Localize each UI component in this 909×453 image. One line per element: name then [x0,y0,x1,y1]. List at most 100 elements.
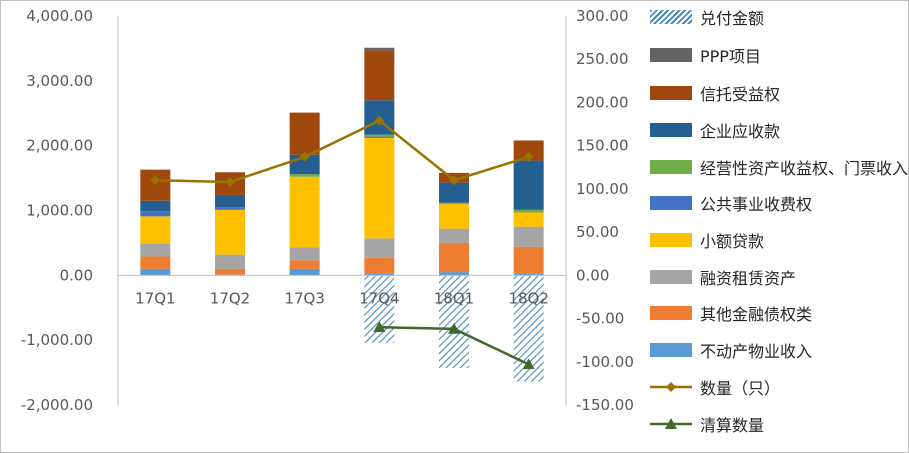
legend-label: 清算数量 [700,416,765,435]
bar-segment-18Q1-1 [439,242,469,273]
left-tick-label: -1,000.00 [21,331,93,349]
legend-item: 兑付金额 [650,7,765,28]
legend-label: 其他金融债权类 [700,305,813,324]
legend-item: 信托受益权 [650,83,781,104]
legend-item: PPP项目 [650,45,761,66]
marker-diamond [225,176,235,187]
category-label-18Q2: 18Q2 [508,289,548,307]
bar-segment-18Q2-1 [513,246,544,274]
bar-segment-17Q3-5 [289,174,320,177]
bar-segment-17Q2-4 [215,207,245,210]
legend-label: 小额贷款 [700,232,765,251]
bar-segment-17Q1-0 [140,268,171,276]
bar-segment-17Q2-6 [215,194,245,208]
left-tick-label: -2,000.00 [21,396,93,414]
legend-item: 其他金融债权类 [650,303,813,324]
legend-label: 经营性资产收益权、门票收入 [700,159,909,178]
legend-swatch [650,233,692,247]
bar-negative-17Q4 [364,275,395,343]
marker-diamond [150,175,161,186]
bar-segment-17Q1-1 [140,256,171,269]
legend-swatch [650,343,692,357]
category-label-17Q3: 17Q3 [284,289,324,307]
right-tick-label: 100.00 [576,180,629,198]
bar-segment-18Q2-0 [513,273,544,276]
bar-segment-18Q2-7 [513,140,544,161]
legend-item: 公共事业收费权 [650,193,813,214]
legend-label: 公共事业收费权 [700,195,813,214]
bar-segment-17Q1-2 [140,243,171,257]
bar-segment-18Q1-5 [439,202,469,205]
marker-diamond [374,115,385,126]
bar-segment-17Q1-4 [140,211,171,217]
legend-label: PPP项目 [700,47,761,66]
category-label-18Q1: 18Q1 [434,289,474,307]
bar-segment-18Q2-6 [513,160,544,210]
legend-swatch [650,48,692,62]
bar-segment-18Q2-5 [513,209,544,213]
right-tick-label: -100.00 [576,353,634,371]
bar-segment-17Q4-3 [364,137,395,239]
line-series-0 [155,119,530,184]
category-label-17Q2: 17Q2 [210,289,250,307]
bar-segment-17Q3-7 [289,112,320,155]
bar-segment-17Q2-3 [215,209,245,255]
marker-triangle [448,322,460,334]
bar-segment-17Q3-0 [289,268,320,276]
legend-swatch [650,10,692,24]
legend-label: 兑付金额 [700,9,765,28]
legend-item: 清算数量 [650,414,765,435]
legend-swatch [650,270,692,284]
bar-segment-17Q1-6 [140,200,171,212]
legend-swatch [650,196,692,210]
left-tick-label: 0.00 [60,266,93,284]
bar-negative-18Q1 [439,275,469,369]
bar-segment-17Q3-1 [289,260,320,269]
bar-segment-18Q2-2 [513,226,544,247]
left-tick-label: 1,000.00 [26,202,93,220]
legend-line-marker [650,414,692,434]
right-tick-label: 150.00 [576,137,629,155]
legend: 兑付金额 PPP项目信托受益权企业应收款经营性资产收益权、门票收入 公共事业收费权小… [650,0,908,450]
bar-segment-17Q3-3 [289,176,320,248]
right-tick-label: -150.00 [576,396,634,414]
legend-label: 不动产物业收入 [700,342,813,361]
bar-segment-18Q1-6 [439,182,469,203]
legend-item: 小额贷款 [650,230,765,251]
bar-segment-18Q1-2 [439,228,469,243]
legend-swatch [650,123,692,137]
right-tick-label: -50.00 [576,310,624,328]
bar-segment-17Q2-1 [215,268,245,275]
category-label-17Q1: 17Q1 [135,289,175,307]
category-label-17Q4: 17Q4 [359,289,399,307]
right-tick-label: 50.00 [576,223,619,241]
marker-diamond [299,151,310,162]
legend-item: 不动产物业收入 [650,340,813,361]
legend-label: 融资租赁资产 [700,269,797,288]
left-tick-label: 2,000.00 [26,137,93,155]
legend-label: 企业应收款 [700,122,781,141]
legend-item: 融资租赁资产 [650,267,797,288]
bar-segment-17Q4-8 [364,47,395,51]
legend-label: 数量（只） [700,379,781,398]
legend-swatch [650,160,692,174]
right-tick-label: 200.00 [576,93,629,111]
legend-label: 信托受益权 [700,85,781,104]
legend-item: 数量（只） [650,377,781,398]
bar-segment-17Q4-7 [364,50,395,101]
bar-segment-17Q4-5 [364,134,395,137]
legend-swatch [650,86,692,100]
legend-item: 企业应收款 [650,120,781,141]
bar-segment-17Q2-2 [215,254,245,269]
bar-segment-18Q1-3 [439,204,469,229]
left-tick-label: 4,000.00 [26,7,93,25]
bar-segment-18Q1-0 [439,272,469,276]
bar-segment-17Q3-2 [289,247,320,261]
marker-diamond [449,175,459,186]
right-tick-label: 300.00 [576,7,629,25]
right-tick-label: 0.00 [576,266,609,284]
marker-triangle [373,321,386,332]
bar-segment-17Q1-3 [140,216,171,244]
bar-segment-17Q4-4 [364,136,395,138]
